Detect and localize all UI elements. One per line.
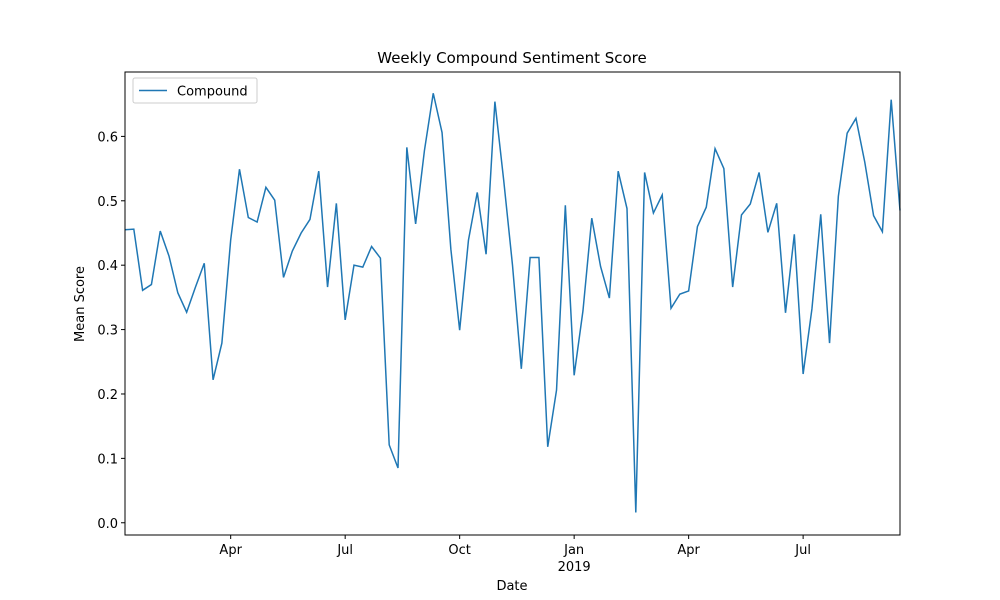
chart-title: Weekly Compound Sentiment Score <box>377 49 647 67</box>
x-year-label: 2019 <box>558 560 591 575</box>
x-tick-label: Apr <box>219 543 242 558</box>
x-tick-label: Jul <box>794 543 811 558</box>
y-tick-label: 0.5 <box>97 195 118 210</box>
legend-box <box>132 77 258 104</box>
y-tick-label: 0.3 <box>97 324 118 339</box>
y-tick-label: 0.2 <box>97 388 118 403</box>
x-tick-label: Apr <box>677 543 700 558</box>
plot-frame <box>124 71 901 536</box>
y-tick-label: 0.4 <box>97 259 118 274</box>
x-tick-label: Jul <box>336 543 353 558</box>
x-tick-label: Jan <box>563 543 584 558</box>
x-axis-label: Date <box>496 579 527 594</box>
line-series <box>124 93 901 513</box>
y-tick-label: 0.1 <box>97 452 118 467</box>
x-tick-label: Oct <box>448 543 470 558</box>
y-axis-label: Mean Score <box>73 266 88 342</box>
y-tick-label: 0.0 <box>97 517 118 532</box>
legend-label: Compound <box>177 85 248 100</box>
y-tick-label: 0.6 <box>97 130 118 145</box>
